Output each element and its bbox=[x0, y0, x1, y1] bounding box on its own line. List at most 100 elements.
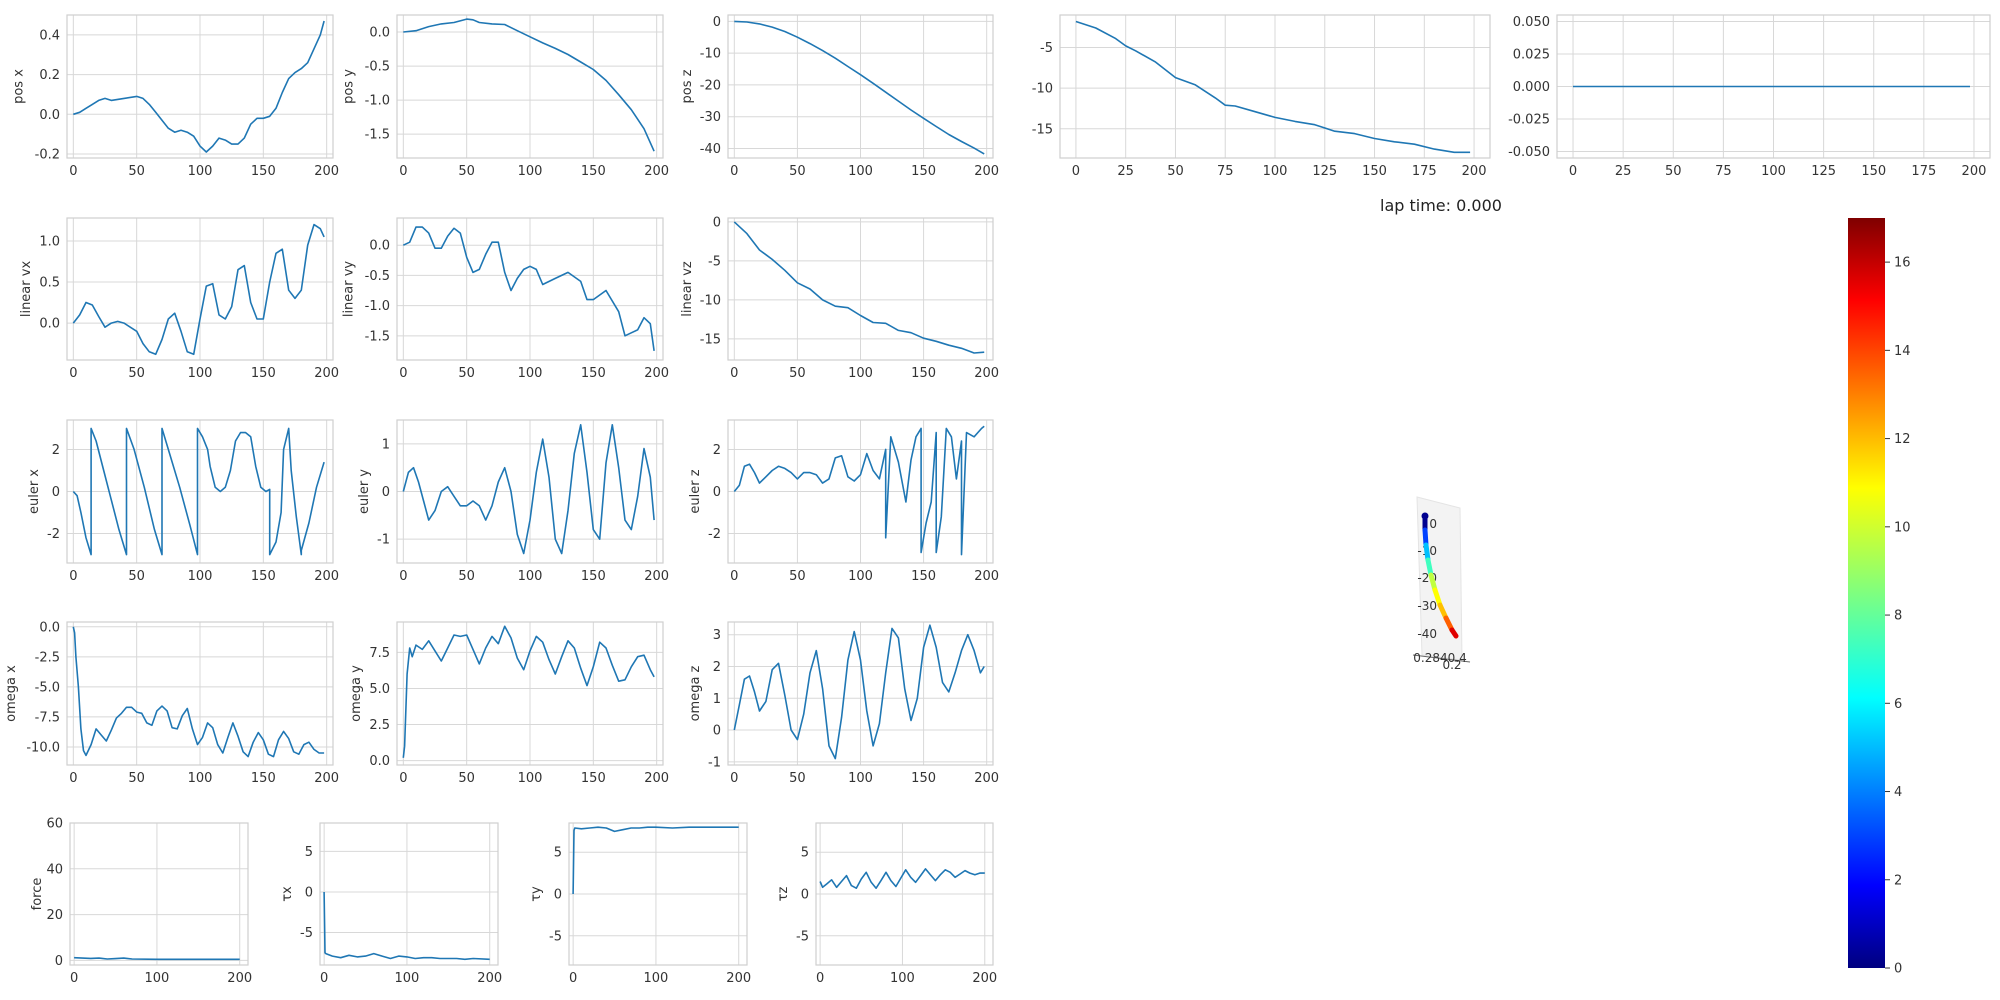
x-tick-label: 200 bbox=[644, 771, 669, 786]
series-line bbox=[403, 18, 655, 152]
colorbar-tick-label: 14 bbox=[1894, 344, 1911, 359]
x-tick-label: 200 bbox=[644, 366, 669, 381]
x-tick-label: 0 bbox=[730, 569, 738, 584]
x-tick-label: 50 bbox=[789, 771, 806, 786]
axes-omega-x: 0 50 100 150 200 -10.0 -7.5 -5.0 -2.5 0.0 omega x bbox=[4, 620, 339, 786]
x-tick-label: 100 bbox=[848, 569, 873, 584]
y-tick-label: 0 bbox=[554, 888, 562, 903]
x-tick-label: 50 bbox=[458, 164, 475, 179]
series-line bbox=[72, 427, 325, 556]
y-tick-label: 0.0 bbox=[39, 620, 60, 635]
y-tick-label: 5 bbox=[554, 846, 562, 861]
x-tick-label: 50 bbox=[128, 366, 145, 381]
axes-tau-z: 0 100 200 -5 0 5 τz bbox=[776, 822, 997, 986]
y-tick-label: 0 bbox=[801, 888, 809, 903]
colorbar-tick-label: 12 bbox=[1894, 432, 1911, 447]
series-line bbox=[733, 624, 985, 760]
y-tick-label: -1.0 bbox=[365, 299, 390, 314]
axes-frame bbox=[66, 14, 334, 159]
y-tick-label: -2.5 bbox=[35, 650, 60, 665]
y-tick-label: -5 bbox=[796, 929, 809, 944]
trajectory-start-point bbox=[1421, 512, 1429, 520]
x-tick-label: 0 bbox=[816, 971, 824, 986]
x-tick-label: 100 bbox=[518, 164, 543, 179]
y-axis-label: pos y bbox=[342, 69, 357, 104]
x-tick-label: 0 bbox=[730, 366, 738, 381]
series-line bbox=[73, 20, 325, 153]
y-tick-label: 0 bbox=[713, 15, 721, 30]
axes-frame bbox=[396, 217, 664, 361]
x-tick-label: 100 bbox=[395, 971, 420, 986]
y-tick-label: -0.5 bbox=[365, 60, 390, 75]
x-tick-label: 150 bbox=[581, 771, 606, 786]
series-line bbox=[402, 424, 655, 555]
x-tick-label: 150 bbox=[581, 366, 606, 381]
series-line bbox=[572, 826, 739, 895]
x-tick-label: 150 bbox=[251, 164, 276, 179]
y-axis-label: omega x bbox=[4, 665, 19, 722]
axes-frame bbox=[727, 217, 994, 361]
y-tick-label: -0.5 bbox=[365, 269, 390, 284]
series-line bbox=[72, 626, 325, 758]
y-tick-label: 0 bbox=[55, 954, 63, 969]
x-tick-label: 200 bbox=[314, 366, 339, 381]
x-tick-label: 100 bbox=[1761, 164, 1786, 179]
colorbar-tick-label: 8 bbox=[1894, 609, 1902, 624]
x-tick-label: 0 bbox=[70, 971, 78, 986]
y-tick-label: 0.025 bbox=[1513, 48, 1550, 63]
y-tick-label: 0 bbox=[52, 485, 60, 500]
y-tick-label: 5 bbox=[801, 846, 809, 861]
x-tick-label: 100 bbox=[188, 164, 213, 179]
y-tick-label: 0.000 bbox=[1513, 80, 1550, 95]
series-line bbox=[72, 223, 325, 356]
trajectory-3d-plot: 0-10-20-30-400.2840.40.2 bbox=[1412, 496, 1471, 672]
axes-frame bbox=[815, 822, 994, 966]
axes-frame bbox=[1059, 14, 1491, 159]
x-tick-label: 50 bbox=[1665, 164, 1682, 179]
y-tick-label: 0.0 bbox=[369, 26, 390, 41]
y-tick-label: -5 bbox=[549, 929, 562, 944]
x-tick-label: 25 bbox=[1615, 164, 1632, 179]
trajectory-segment bbox=[1425, 557, 1434, 578]
axes-frame bbox=[727, 14, 994, 159]
axes-linear-vx: 0 50 100 150 200 0.0 0.5 1.0 linear vx bbox=[19, 217, 339, 381]
x-tick-label: 200 bbox=[974, 164, 999, 179]
y-axis-label: euler x bbox=[27, 469, 42, 514]
x-tick-label: 0 bbox=[69, 366, 77, 381]
y-tick-label: -2 bbox=[47, 527, 60, 542]
x-tick-label: 175 bbox=[1911, 164, 1936, 179]
axes-top5: 0 25 50 75 100 125 150 175 200 -0.050 -0.025 0.000 0… bbox=[1508, 14, 1991, 179]
y-tick-label-3d: 0.2 bbox=[1442, 658, 1461, 672]
x-tick-label: 50 bbox=[458, 569, 475, 584]
x-tick-label: 50 bbox=[1167, 164, 1184, 179]
y-tick-label: -0.050 bbox=[1508, 145, 1550, 160]
y-axis-label: omega y bbox=[349, 665, 364, 722]
axes-linear-vz: 0 50 100 150 200 -15 -10 -5 0 linear vz bbox=[680, 215, 999, 381]
y-tick-label: -5 bbox=[1040, 41, 1053, 56]
x-tick-label: 150 bbox=[911, 771, 936, 786]
y-axis-label: force bbox=[30, 878, 45, 911]
y-tick-label: -20 bbox=[700, 78, 721, 93]
y-tick-label: 0.050 bbox=[1513, 15, 1550, 30]
y-tick-label: 0.0 bbox=[39, 317, 60, 332]
y-tick-label: -10.0 bbox=[26, 740, 60, 755]
x-tick-label: 200 bbox=[314, 771, 339, 786]
trajectory-segment bbox=[1422, 527, 1429, 548]
y-axis-label: pos z bbox=[680, 69, 695, 103]
x-tick-label: 50 bbox=[458, 771, 475, 786]
axes-frame bbox=[396, 621, 664, 766]
y-tick-label: 3 bbox=[713, 628, 721, 643]
x-tick-label: 200 bbox=[644, 164, 669, 179]
y-tick-label: -5 bbox=[708, 254, 721, 269]
axes-frame bbox=[69, 822, 249, 966]
x-tick-label: 0 bbox=[1569, 164, 1577, 179]
y-axis-label: euler y bbox=[357, 469, 372, 514]
x-tick-label: 100 bbox=[188, 771, 213, 786]
x-axis-3d bbox=[1412, 654, 1471, 663]
x-tick-label: 150 bbox=[1362, 164, 1387, 179]
y-tick-label: -2 bbox=[708, 527, 721, 542]
axes-frame bbox=[66, 621, 334, 766]
axes-frame bbox=[568, 822, 748, 966]
axes-frame bbox=[319, 822, 499, 966]
